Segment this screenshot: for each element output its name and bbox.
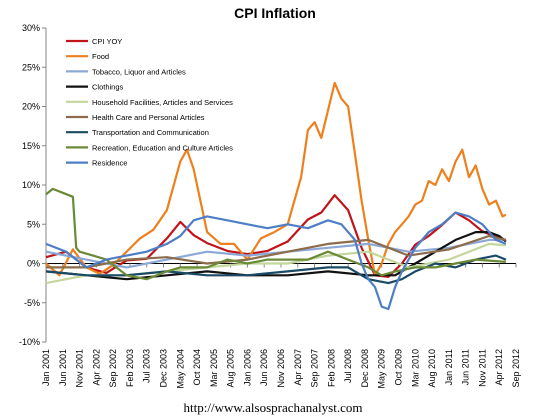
x-tick-label: Jul 2008 bbox=[343, 349, 353, 383]
x-tick-label: Aug 2005 bbox=[226, 349, 236, 388]
series-line-5 bbox=[46, 234, 507, 269]
legend-label: Household Facilities, Articles and Servi… bbox=[92, 98, 233, 107]
y-tick-label: -10% bbox=[19, 337, 40, 347]
series-line-1 bbox=[45, 81, 507, 277]
x-tick-label: Jun 2011 bbox=[461, 349, 471, 385]
y-tick-label: 20% bbox=[22, 102, 40, 112]
x-tick-label: Jan 2006 bbox=[242, 349, 252, 386]
x-tick-label: May 2004 bbox=[175, 349, 185, 389]
x-tick-label: Apr 2012 bbox=[494, 349, 504, 386]
legend-label: Residence bbox=[92, 159, 127, 168]
x-tick-label: Sep 2007 bbox=[310, 349, 320, 388]
legend-label: Transportation and Communication bbox=[92, 128, 209, 137]
x-tick-label: Apr 2002 bbox=[91, 349, 101, 386]
legend-label: Clothings bbox=[92, 83, 124, 92]
x-tick-label: Jan 2001 bbox=[41, 349, 51, 386]
series-line-6 bbox=[45, 254, 507, 285]
x-tick-label: Sep 2002 bbox=[108, 349, 118, 388]
x-tick-label: Oct 2009 bbox=[394, 349, 404, 386]
x-tick-label: Sep 2012 bbox=[511, 349, 521, 388]
x-tick-label: Dec 2003 bbox=[159, 349, 169, 388]
legend-label: CPI YOY bbox=[92, 37, 122, 46]
legend-label: Food bbox=[92, 52, 109, 61]
series-line-8 bbox=[45, 211, 507, 311]
x-tick-label: Jun 2001 bbox=[58, 349, 68, 386]
x-tick-label: Jun 2006 bbox=[259, 349, 269, 386]
x-tick-label: Nov 2011 bbox=[477, 349, 487, 387]
legend-label: Recreation, Education and Culture Articl… bbox=[92, 143, 233, 152]
x-axis: Jan 2001 Jun 2001 Nov 2001 Apr 2002 Sep 2002… bbox=[41, 263, 521, 389]
y-tick-label: 25% bbox=[22, 62, 40, 72]
x-tick-label: Aug 2010 bbox=[427, 349, 437, 388]
x-tick-label: Mar 2010 bbox=[410, 349, 420, 387]
x-tick-label: Oct 2004 bbox=[192, 349, 202, 386]
y-tick-label: 15% bbox=[22, 141, 40, 151]
chart-title: CPI Inflation bbox=[234, 5, 316, 21]
legend: CPI YOY Food Tobacco, Liquor and Articles C… bbox=[66, 37, 233, 168]
y-tick-label: -5% bbox=[24, 298, 40, 308]
footer-url: http://www.alsosprachanalyst.com bbox=[184, 400, 363, 415]
y-tick-label: 5% bbox=[27, 219, 40, 229]
legend-label: Health Care and Personal Articles bbox=[92, 113, 205, 122]
x-tick-label: Jan 2011 bbox=[444, 349, 454, 385]
x-tick-label: Feb 2003 bbox=[125, 349, 135, 387]
x-tick-label: Apr 2007 bbox=[293, 349, 303, 386]
y-tick-label: 30% bbox=[22, 23, 40, 33]
x-tick-label: May 2009 bbox=[377, 349, 387, 389]
series-line-7 bbox=[45, 187, 506, 281]
x-tick-label: Feb 2008 bbox=[326, 349, 336, 387]
series-lines bbox=[45, 81, 507, 311]
x-tick-label: Mar 2005 bbox=[209, 349, 219, 387]
x-tick-label: Nov 2006 bbox=[276, 349, 286, 388]
x-tick-label: Jul 2003 bbox=[142, 349, 152, 383]
x-tick-label: Nov 2001 bbox=[75, 349, 85, 388]
x-tick-label: Dec 2008 bbox=[360, 349, 370, 388]
y-axis: -10% -5% 0% 5% 10% 15% 20% 25% 30% bbox=[19, 23, 47, 347]
legend-label: Tobacco, Liquor and Articles bbox=[92, 67, 186, 76]
y-tick-label: 10% bbox=[22, 180, 40, 190]
y-tick-label: 0% bbox=[27, 259, 40, 269]
